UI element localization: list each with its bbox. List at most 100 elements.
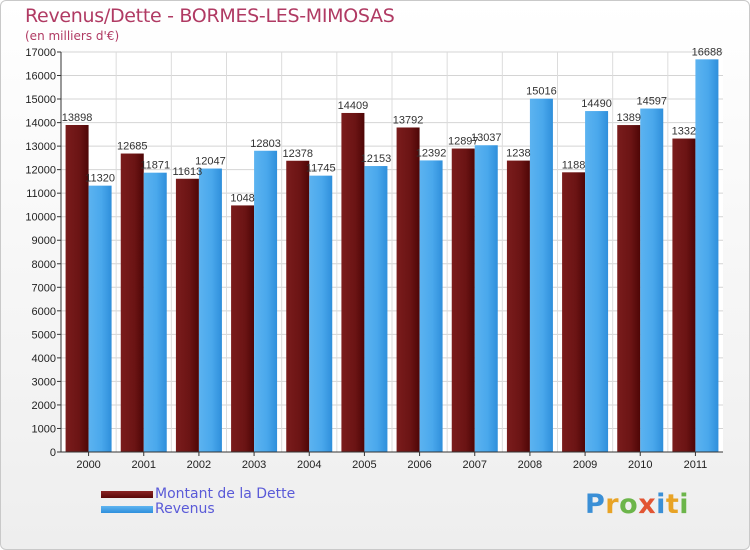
bar-debt xyxy=(120,153,144,452)
y-tick-label: 1000 xyxy=(32,423,56,435)
data-label: 13792 xyxy=(393,114,424,126)
logo-letter: r xyxy=(605,489,620,520)
bar-revenue xyxy=(640,108,664,453)
y-tick-label: 14000 xyxy=(25,118,56,130)
y-tick-label: 8000 xyxy=(32,259,56,271)
x-tick-label: 2009 xyxy=(573,459,597,471)
bar-revenue xyxy=(695,59,719,452)
y-tick-label: 5000 xyxy=(32,329,56,341)
data-label: 12685 xyxy=(117,141,148,153)
bar-debt xyxy=(286,160,310,453)
bar-debt xyxy=(231,205,255,452)
logo-letter: t xyxy=(665,489,680,520)
logo-letter: i xyxy=(679,489,690,520)
bar-debt xyxy=(396,127,420,452)
data-label: 12392 xyxy=(416,147,447,159)
y-tick-label: 10000 xyxy=(25,212,56,224)
y-tick-label: 2000 xyxy=(32,400,56,412)
data-label: 1332 xyxy=(672,126,696,138)
data-label: 12897 xyxy=(448,136,479,148)
logo-letter: i xyxy=(656,489,666,520)
x-tick-label: 2004 xyxy=(297,459,321,471)
bar-revenue xyxy=(198,168,222,452)
logo-letter: x xyxy=(638,489,657,520)
x-tick-label: 2005 xyxy=(352,459,376,471)
x-tick-label: 2008 xyxy=(518,459,542,471)
y-tick-label: 12000 xyxy=(25,165,56,177)
data-label: 1389 xyxy=(617,112,641,124)
data-label: 15016 xyxy=(526,86,557,98)
bar-revenue xyxy=(309,175,333,452)
bar-debt xyxy=(65,124,89,453)
bar-revenue xyxy=(419,160,443,452)
chart-subtitle: (en milliers d'€) xyxy=(25,29,120,43)
data-label: 13037 xyxy=(471,132,502,144)
y-tick-label: 17000 xyxy=(25,47,56,59)
x-tick-label: 2006 xyxy=(407,459,431,471)
legend-label-debt: Montant de la Dette xyxy=(155,486,296,502)
bar-revenue xyxy=(364,166,388,452)
y-tick-label: 9000 xyxy=(32,235,56,247)
legend-item-debt: Montant de la Dette xyxy=(101,487,295,502)
chart-title: Revenus/Dette - BORMES-LES-MIMOSAS xyxy=(25,5,395,27)
bar-debt xyxy=(175,178,199,453)
data-label: 11613 xyxy=(173,166,203,178)
logo-letter: P xyxy=(585,489,606,520)
bar-revenue xyxy=(143,172,167,452)
x-tick-label: 2007 xyxy=(463,459,487,471)
grid-layer xyxy=(61,51,723,453)
data-label: 12047 xyxy=(195,156,226,168)
data-label: 11320 xyxy=(85,173,115,185)
x-tick-label: 2002 xyxy=(187,459,211,471)
legend-label-revenue: Revenus xyxy=(155,501,215,517)
bar-debt xyxy=(617,125,641,452)
data-label: 14490 xyxy=(581,98,612,110)
legend-swatch-debt xyxy=(101,491,153,498)
bar-revenue xyxy=(88,185,112,452)
data-label: 1238 xyxy=(506,148,530,160)
bar-debt xyxy=(562,172,586,452)
y-tick-label: 11000 xyxy=(26,188,56,200)
y-tick-label: 0 xyxy=(50,447,56,459)
logo-letter: o xyxy=(619,489,639,520)
y-tick-label: 16000 xyxy=(25,71,56,83)
y-tick-label: 3000 xyxy=(32,376,56,388)
data-label: 16688 xyxy=(692,46,723,58)
data-label: 11745 xyxy=(306,163,336,175)
data-label: 12153 xyxy=(361,153,392,165)
data-label: 1048 xyxy=(230,192,254,204)
bar-debt xyxy=(672,138,696,452)
data-label: 13898 xyxy=(62,112,93,124)
bar-revenue xyxy=(585,111,609,452)
data-label: 14597 xyxy=(636,96,667,108)
y-tick-label: 15000 xyxy=(25,94,56,106)
bar-debt xyxy=(341,112,365,452)
x-tick-label: 2011 xyxy=(684,459,708,471)
proxiti-logo: Proxiti xyxy=(585,489,689,520)
data-label: 12803 xyxy=(250,138,281,150)
axis-layer: 0 1000 2000 3000 4000 5000 6000 7000 8000 9000 100… xyxy=(25,47,723,471)
legend: Montant de la Dette Revenus xyxy=(101,487,295,517)
y-tick-label: 7000 xyxy=(32,282,56,294)
bar-debt xyxy=(451,148,475,452)
data-label: 14409 xyxy=(338,100,369,112)
data-label: 11871 xyxy=(140,160,170,172)
legend-swatch-revenue xyxy=(101,506,153,513)
x-tick-label: 2003 xyxy=(242,459,266,471)
y-tick-label: 13000 xyxy=(25,141,56,153)
bar-revenue xyxy=(254,150,278,453)
x-tick-label: 2010 xyxy=(628,459,652,471)
bars-layer xyxy=(65,59,719,453)
legend-item-revenue: Revenus xyxy=(101,502,295,517)
data-label: 12378 xyxy=(282,148,313,160)
data-label: 1188 xyxy=(562,159,586,171)
labels-layer: 1389811320126851187111613120471048128031… xyxy=(62,46,722,204)
x-tick-label: 2000 xyxy=(76,459,100,471)
bar-debt xyxy=(506,160,530,452)
x-tick-label: 2001 xyxy=(132,459,156,471)
y-tick-label: 4000 xyxy=(32,353,56,365)
y-tick-label: 6000 xyxy=(32,306,56,318)
bar-revenue xyxy=(474,145,498,452)
